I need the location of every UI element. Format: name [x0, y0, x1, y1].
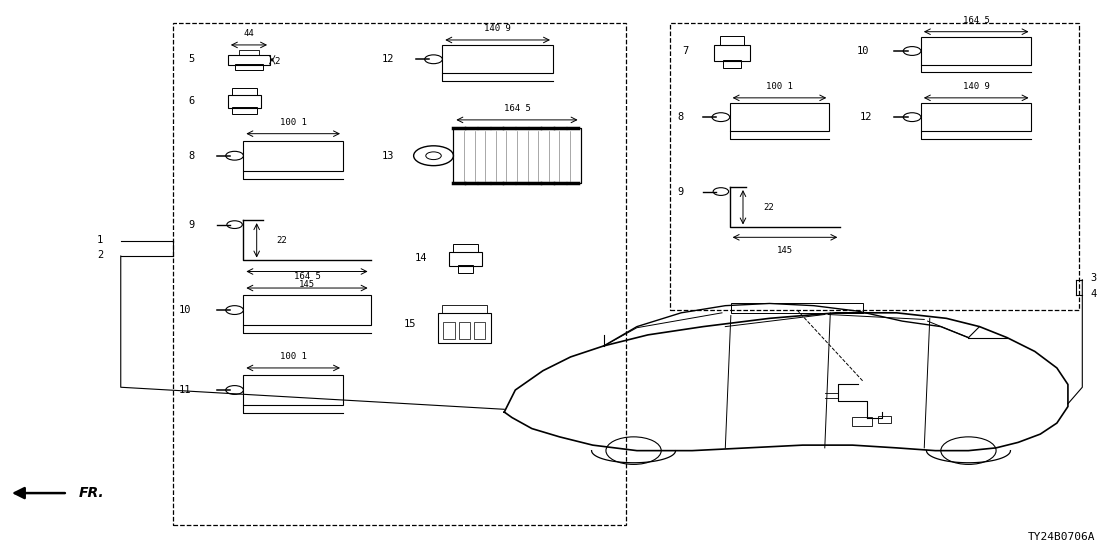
Text: 100 1: 100 1 [279, 118, 307, 127]
Text: 10: 10 [856, 46, 869, 56]
Bar [724, 60, 741, 68]
Bar [244, 141, 342, 171]
Bar [443, 322, 454, 339]
Text: 3: 3 [1090, 273, 1096, 283]
Bar [228, 95, 261, 109]
Text: 100 1: 100 1 [279, 352, 307, 361]
Text: 12: 12 [381, 54, 393, 64]
Bar [459, 322, 470, 339]
Bar [474, 322, 485, 339]
Text: 4: 4 [1090, 289, 1096, 299]
Bar [730, 104, 829, 131]
Text: 9: 9 [188, 219, 195, 230]
Text: 22: 22 [763, 203, 773, 212]
Text: 100 1: 100 1 [766, 82, 793, 91]
Text: 8: 8 [188, 151, 195, 161]
Bar [438, 313, 491, 343]
Bar [921, 104, 1032, 131]
Text: 164 5: 164 5 [294, 273, 320, 281]
Text: 15: 15 [403, 319, 416, 329]
Bar [921, 37, 1032, 65]
Text: 22: 22 [277, 236, 287, 245]
Bar [244, 375, 342, 405]
Bar [720, 35, 745, 45]
Text: 145: 145 [777, 245, 793, 255]
Text: 140 9: 140 9 [963, 82, 989, 91]
Text: 140 9: 140 9 [484, 24, 511, 33]
Bar [228, 55, 270, 65]
Bar [442, 305, 486, 313]
Text: 1: 1 [96, 234, 103, 244]
Text: 164 5: 164 5 [503, 104, 531, 113]
Text: 5: 5 [188, 54, 195, 64]
Bar [442, 45, 553, 73]
Bar [715, 45, 750, 61]
Text: 44: 44 [244, 29, 255, 38]
Bar [731, 303, 863, 313]
Text: TY24B0706A: TY24B0706A [1028, 532, 1096, 542]
Bar [458, 265, 473, 273]
Text: 164 5: 164 5 [963, 16, 989, 25]
Text: 9: 9 [677, 187, 684, 197]
Text: 12: 12 [860, 112, 872, 122]
Bar [453, 128, 581, 183]
Bar [244, 295, 370, 325]
Text: 2: 2 [96, 250, 103, 260]
Text: 14: 14 [414, 253, 427, 263]
Text: 145: 145 [299, 280, 315, 289]
Text: 8: 8 [677, 112, 684, 122]
Text: 13: 13 [381, 151, 393, 161]
Text: 2: 2 [275, 57, 279, 66]
Bar [453, 128, 581, 183]
Text: 6: 6 [188, 96, 195, 106]
Bar [852, 417, 872, 426]
Bar [233, 107, 257, 114]
Bar [235, 64, 264, 70]
Text: 7: 7 [683, 46, 689, 56]
Bar [878, 417, 891, 423]
Text: 11: 11 [179, 385, 192, 395]
Text: 10: 10 [179, 305, 192, 315]
Bar [239, 50, 259, 55]
Text: FR.: FR. [79, 486, 104, 500]
Bar [233, 88, 257, 95]
Bar [453, 244, 478, 252]
Bar [449, 252, 482, 266]
